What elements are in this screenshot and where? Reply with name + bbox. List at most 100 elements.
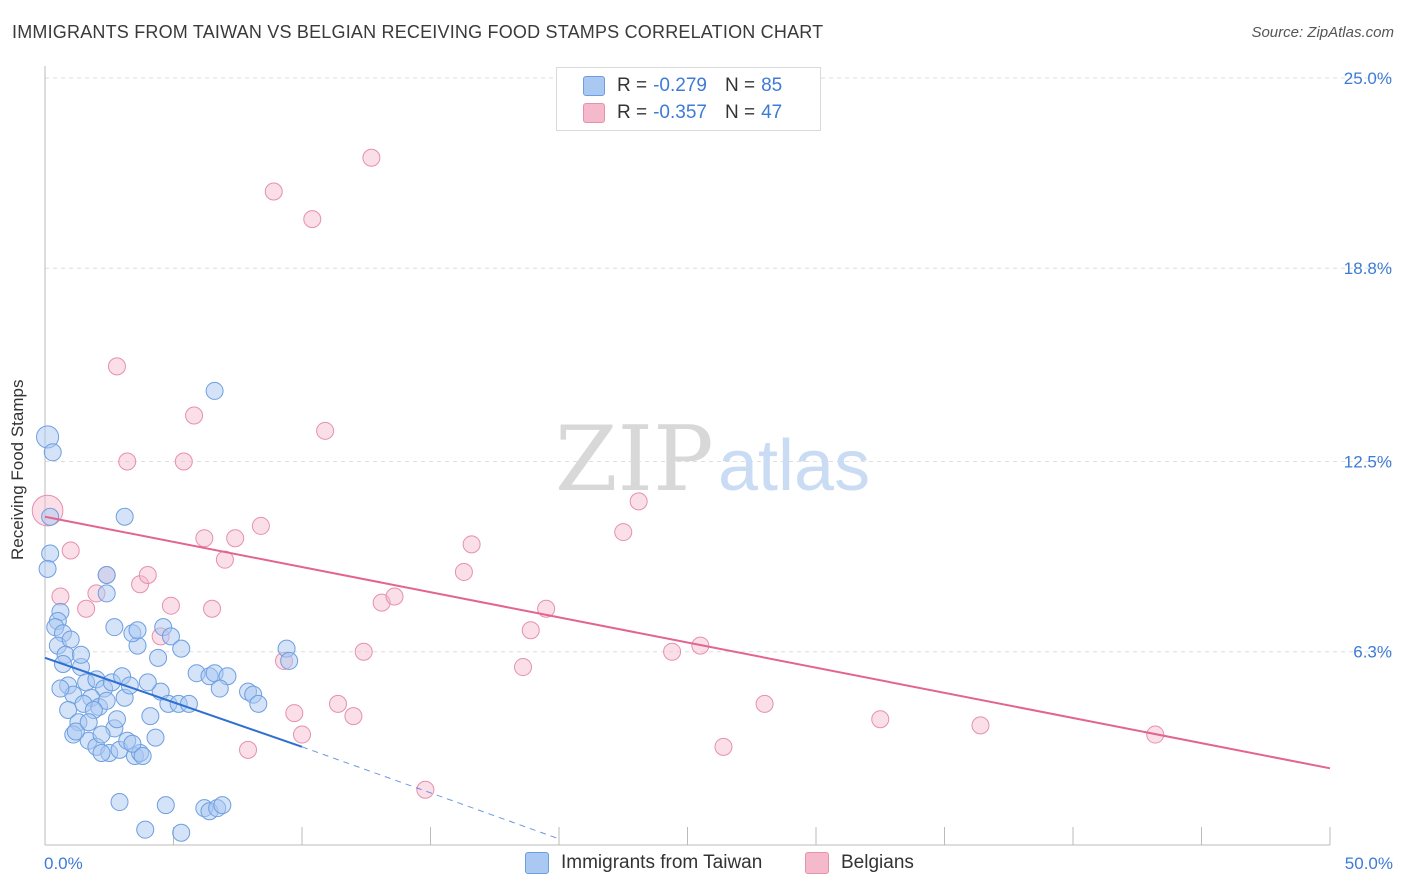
taiwan-point bbox=[59, 701, 78, 720]
taiwan-point bbox=[43, 443, 62, 462]
belgian-point bbox=[663, 642, 682, 661]
belgian-trend-line bbox=[44, 515, 1331, 770]
belgian-point bbox=[138, 566, 157, 585]
taiwan-point bbox=[161, 627, 180, 646]
tick-labels: 6.3% 12.5% 18.8% 25.0% 0.0% 50.0% bbox=[44, 69, 1393, 873]
belgian-point bbox=[316, 421, 335, 440]
legend-n-label: N = bbox=[724, 75, 756, 96]
belgian-point bbox=[514, 658, 533, 677]
taiwan-point bbox=[156, 796, 175, 815]
belgian-swatch bbox=[583, 103, 605, 123]
belgian-point bbox=[614, 523, 633, 542]
belgian-point bbox=[185, 406, 204, 425]
belgian-point bbox=[51, 587, 70, 606]
taiwan-point bbox=[280, 651, 299, 670]
taiwan-point bbox=[92, 743, 111, 762]
belgian-point bbox=[755, 694, 774, 713]
taiwan-point bbox=[213, 796, 232, 815]
belgian-point bbox=[285, 704, 304, 723]
taiwan-point bbox=[107, 710, 126, 729]
belgian-point bbox=[971, 716, 990, 735]
belgian-point bbox=[226, 529, 245, 548]
taiwan-point bbox=[115, 507, 134, 526]
taiwan-point bbox=[149, 648, 168, 667]
taiwan-trend-extension bbox=[301, 746, 560, 840]
taiwan-point bbox=[205, 381, 224, 400]
belgian-point bbox=[107, 357, 126, 376]
taiwan-swatch bbox=[583, 76, 605, 96]
belgian-point bbox=[629, 492, 648, 511]
belgian-point bbox=[521, 621, 540, 640]
taiwan-point bbox=[136, 820, 155, 839]
belgian-point bbox=[454, 562, 473, 581]
belgian-legend-swatch bbox=[805, 852, 829, 874]
legend-r-label: R = bbox=[617, 102, 648, 123]
legend-r-value: -0.279 bbox=[653, 75, 707, 96]
taiwan-trend-line bbox=[44, 656, 303, 748]
taiwan-point bbox=[146, 728, 165, 747]
watermark: ZIP atlas bbox=[555, 407, 870, 512]
legend-item-label: Immigrants from Taiwan bbox=[561, 852, 763, 873]
taiwan-point bbox=[249, 694, 268, 713]
y-tick-label: 18.8% bbox=[1344, 259, 1392, 278]
taiwan-point bbox=[123, 734, 142, 753]
legend-row-taiwan: R = -0.279 N = 85 bbox=[583, 73, 782, 99]
taiwan-point bbox=[79, 713, 98, 732]
taiwan-point bbox=[210, 679, 229, 698]
taiwan-point bbox=[128, 621, 147, 640]
belgian-point bbox=[416, 780, 435, 799]
taiwan-point bbox=[110, 793, 129, 812]
taiwan-point bbox=[92, 725, 111, 744]
series-legend: Immigrants from Taiwan Belgians bbox=[0, 852, 1406, 878]
belgian-point bbox=[462, 535, 481, 554]
belgian-point bbox=[118, 452, 137, 471]
legend-n-value: 85 bbox=[761, 75, 783, 96]
taiwan-points bbox=[36, 381, 299, 842]
taiwan-point bbox=[51, 679, 70, 698]
taiwan-legend-swatch bbox=[525, 852, 549, 874]
belgian-point bbox=[195, 529, 214, 548]
trend-lines bbox=[44, 515, 1331, 840]
belgian-point bbox=[203, 599, 222, 618]
belgian-point bbox=[344, 707, 363, 726]
belgian-point bbox=[77, 599, 96, 618]
y-tick-label: 6.3% bbox=[1353, 643, 1392, 662]
watermark-atlas: atlas bbox=[718, 426, 870, 506]
legend-item-belgians[interactable]: Belgians bbox=[805, 852, 914, 874]
belgian-point bbox=[61, 541, 80, 560]
belgian-point bbox=[251, 516, 270, 535]
grid-lines bbox=[45, 77, 1392, 653]
taiwan-point bbox=[97, 691, 116, 710]
belgian-point bbox=[362, 148, 381, 167]
stats-legend: R = -0.279 N = 85 R = -0.357 N = 47 bbox=[556, 67, 821, 131]
taiwan-point bbox=[138, 673, 157, 692]
taiwan-point bbox=[172, 639, 191, 658]
belgian-point bbox=[714, 737, 733, 756]
legend-row-belgians: R = -0.357 N = 47 bbox=[583, 100, 782, 126]
taiwan-point bbox=[41, 544, 60, 563]
legend-r-value: -0.357 bbox=[653, 102, 707, 123]
x-tick-label: 50.0% bbox=[1345, 854, 1393, 873]
legend-n-label: N = bbox=[724, 102, 756, 123]
belgian-point bbox=[239, 740, 258, 759]
y-tick-label: 12.5% bbox=[1344, 453, 1392, 472]
belgian-point bbox=[161, 596, 180, 615]
legend-item-label: Belgians bbox=[841, 852, 914, 873]
x-tick-label: 0.0% bbox=[44, 854, 83, 873]
belgian-point bbox=[328, 694, 347, 713]
legend-r-label: R = bbox=[617, 75, 648, 96]
taiwan-point bbox=[71, 645, 90, 664]
taiwan-point bbox=[133, 747, 152, 766]
belgian-point bbox=[264, 182, 283, 201]
taiwan-point bbox=[172, 823, 191, 842]
legend-item-taiwan[interactable]: Immigrants from Taiwan bbox=[525, 852, 762, 874]
belgian-point bbox=[354, 642, 373, 661]
taiwan-point bbox=[141, 707, 160, 726]
belgian-point bbox=[131, 575, 150, 594]
legend-n-value: 47 bbox=[761, 102, 783, 123]
taiwan-point bbox=[105, 618, 124, 637]
taiwan-point bbox=[38, 559, 57, 578]
belgian-point bbox=[293, 725, 311, 744]
taiwan-point bbox=[97, 566, 116, 585]
